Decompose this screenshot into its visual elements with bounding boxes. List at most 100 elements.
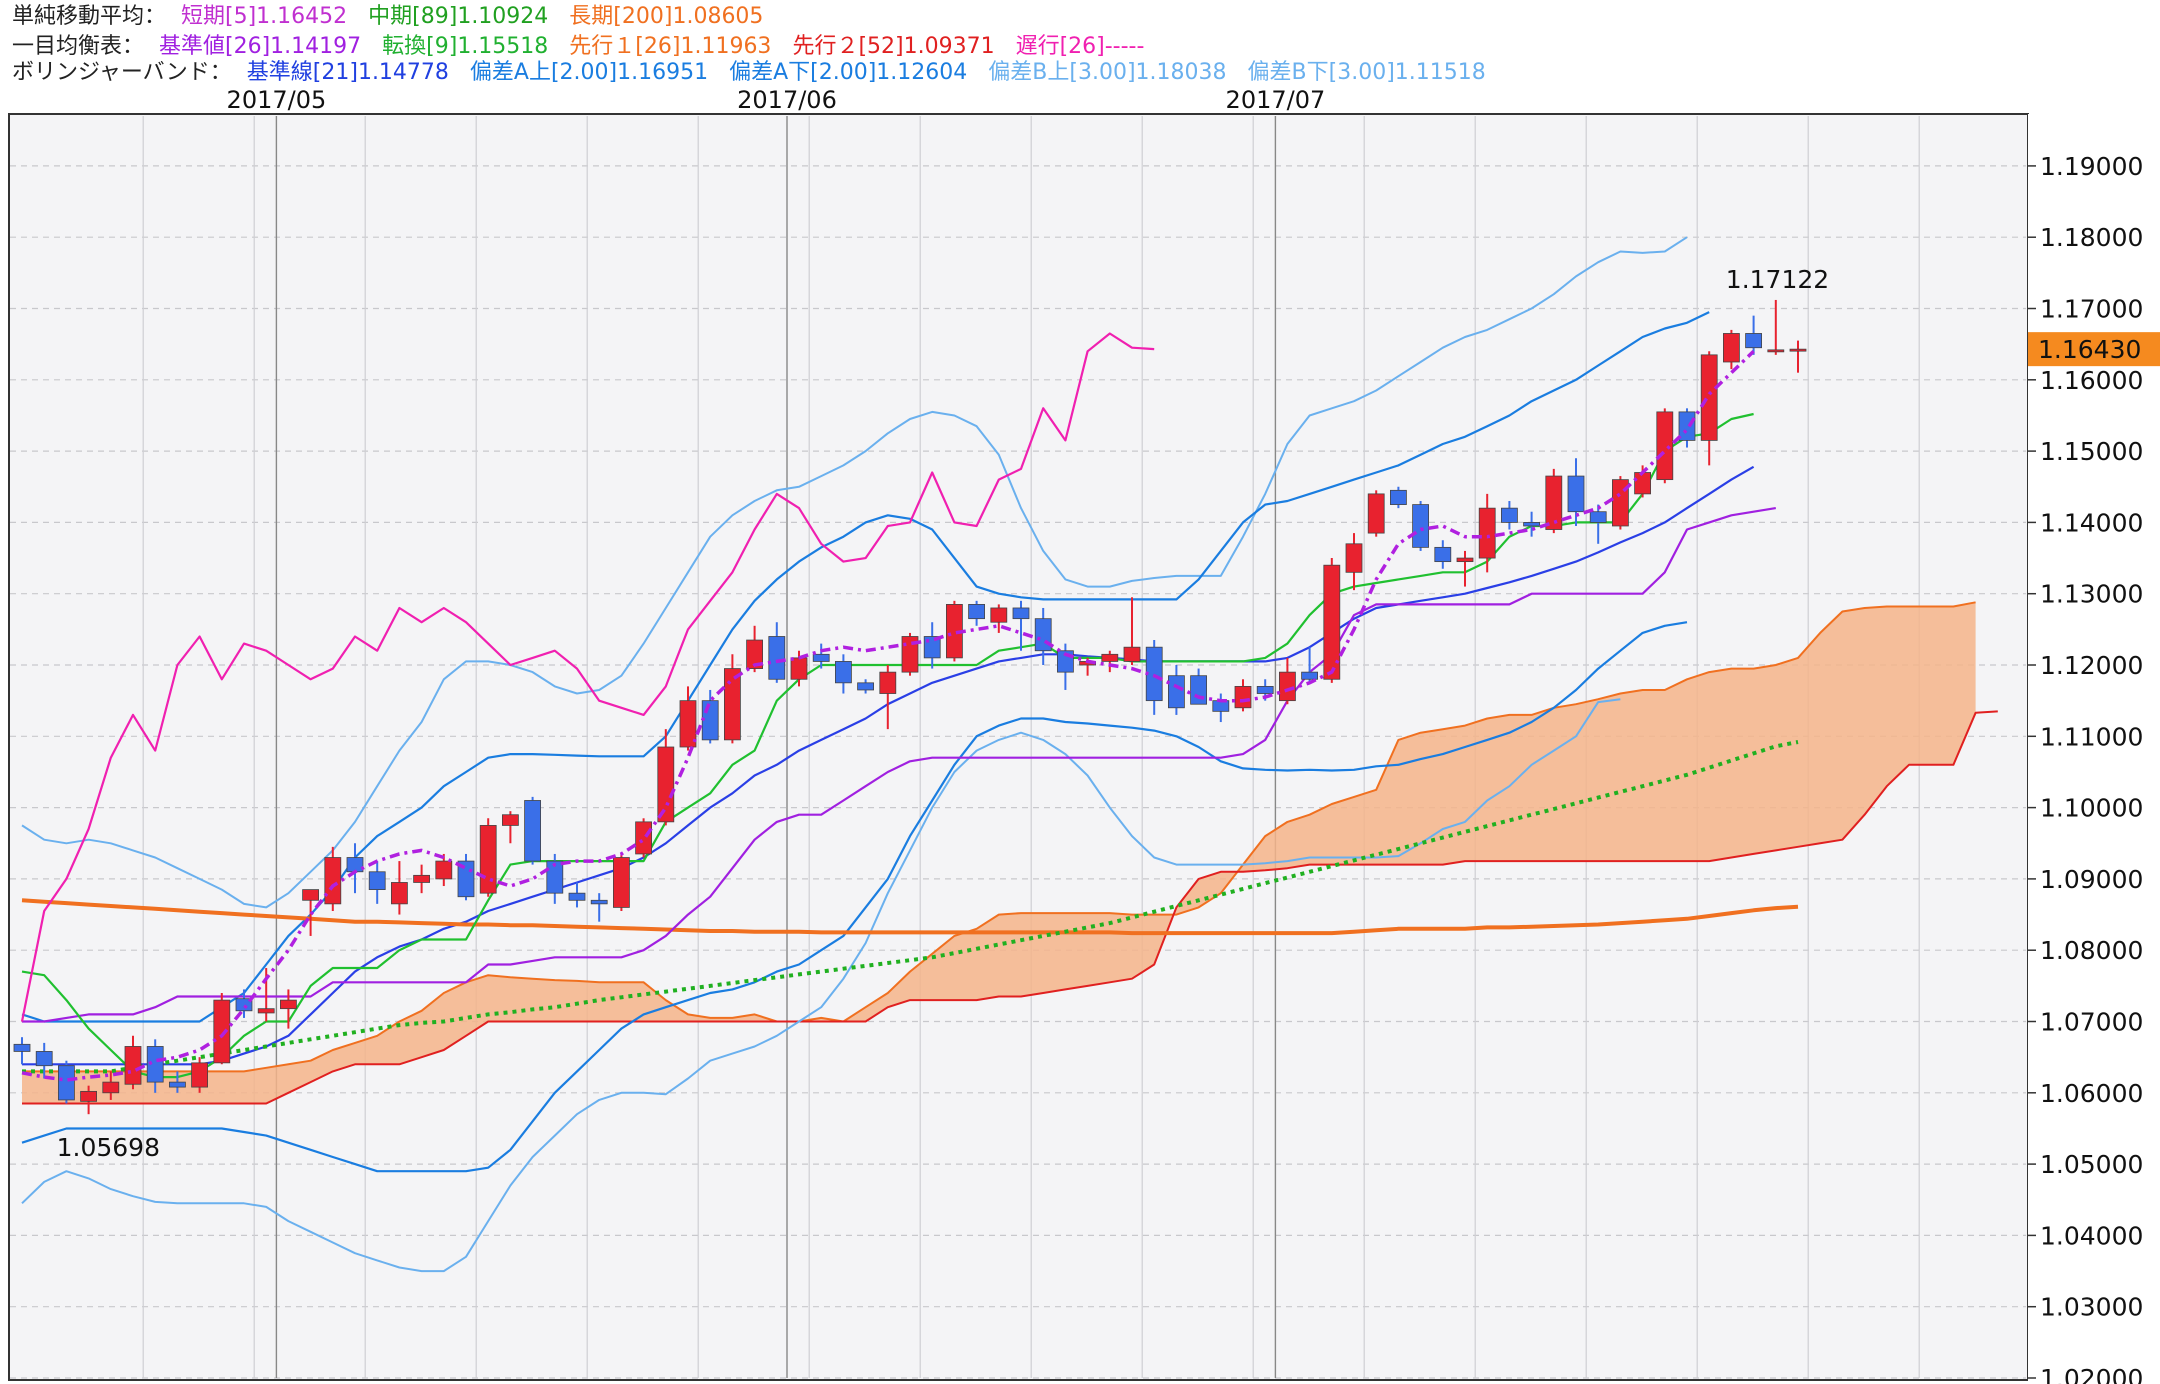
candle [457,853,475,901]
candle [479,818,497,897]
legend-bollinger-item: 偏差B下[3.00]1.11518 [1247,60,1486,85]
candle-body [1700,354,1718,441]
legend-bollinger-item: 偏差A下[2.00]1.12604 [729,60,968,85]
candle [1390,486,1407,509]
candle [80,1085,97,1115]
candle-body [235,998,253,1012]
candle [390,861,408,915]
candle [590,893,608,922]
candle-body [857,682,874,691]
candle [1501,501,1518,530]
candle-body [1678,411,1696,441]
x-axis: 2017/05 2017/06 2017/07 [227,86,1326,114]
candle-body [768,636,786,680]
candle [435,853,453,887]
candle-body [168,1081,186,1088]
candle [1168,665,1185,715]
candle [679,686,697,751]
candle [746,625,763,673]
candle [1523,511,1540,537]
y-tick-label: 1.07000 [2040,1008,2143,1037]
candle-body [635,821,652,855]
candle-body [1279,671,1296,702]
legend-bollinger-item: 偏差A上[2.00]1.16951 [469,60,709,85]
month-label: 2017/06 [737,86,837,114]
chikou-line [20,332,1155,1022]
candle [13,1037,31,1065]
candle [413,864,431,894]
legend-bollinger-item: 偏差B上[3.00]1.18038 [988,60,1227,85]
candle [279,989,297,1029]
candle [1301,647,1318,683]
candle [501,811,519,844]
y-axis-panel [2028,114,2160,1384]
candle-body [1478,507,1496,559]
candle [1545,468,1563,534]
candle [1101,650,1119,673]
candle [1412,501,1429,551]
candle [946,600,963,662]
y-tick-label: 1.16000 [2040,366,2143,395]
candle [213,992,231,1065]
candle-body [1190,675,1207,705]
candle-body [701,700,719,741]
candle-body [1589,511,1607,523]
ichimoku-cloud [22,601,1998,1105]
y-tick-label: 1.08000 [2040,936,2143,965]
candle [1723,329,1740,370]
candle [1678,408,1696,448]
candle-body [657,746,675,823]
candle-body [590,899,608,905]
candle [1589,504,1607,544]
candle [1612,476,1629,530]
candle [613,853,630,911]
y-tick-label: 1.05000 [2040,1150,2143,1179]
candle-body [1567,475,1585,513]
legend-ichimoku-item: 遅行[26]----- [1015,34,1145,59]
candle [546,853,564,904]
y-tick-label: 1.09000 [2040,865,2143,894]
candle [102,1071,120,1100]
candle-body [990,607,1008,623]
y-tick-label: 1.04000 [2040,1221,2143,1250]
candle-body [1789,348,1807,352]
senkou-span-a-line [22,601,1976,1073]
candle [1123,597,1141,666]
candle-body [80,1090,97,1102]
candle-body [679,700,697,748]
candle [524,796,541,865]
candle-body [1301,671,1318,680]
candle [324,846,342,911]
candle [990,604,1008,633]
candle-body [279,999,297,1010]
candle-body [102,1081,120,1094]
candle-body [257,1008,275,1014]
candle-body [1168,675,1185,709]
candle [1767,299,1785,355]
legend-sma-title: 単純移動平均： [12,4,167,29]
candle [58,1060,75,1104]
candle [1789,340,1807,373]
legend-bollinger-title: ボリンジャーバンド： [12,60,232,85]
candle-body [413,874,431,883]
candle [1456,550,1474,587]
candle-body [1412,504,1429,548]
candle-body [613,857,630,908]
candle-body [213,999,231,1064]
legend-sma-item: 中期[89]1.10924 [368,4,549,29]
candle-body [324,857,342,905]
candle-body [835,661,852,684]
candle-body [879,671,897,694]
candle [768,622,786,683]
bollinger-lower-3sd-line [21,698,1621,1273]
candle-body [124,1046,142,1085]
sma-89-line [22,740,1799,1074]
candle [124,1035,142,1090]
bollinger-lower-2sd-line [21,621,1688,1173]
candle [146,1039,164,1093]
candle-body [1345,543,1363,573]
low-price-label: 1.05698 [57,1133,160,1162]
candle-body [724,668,741,741]
